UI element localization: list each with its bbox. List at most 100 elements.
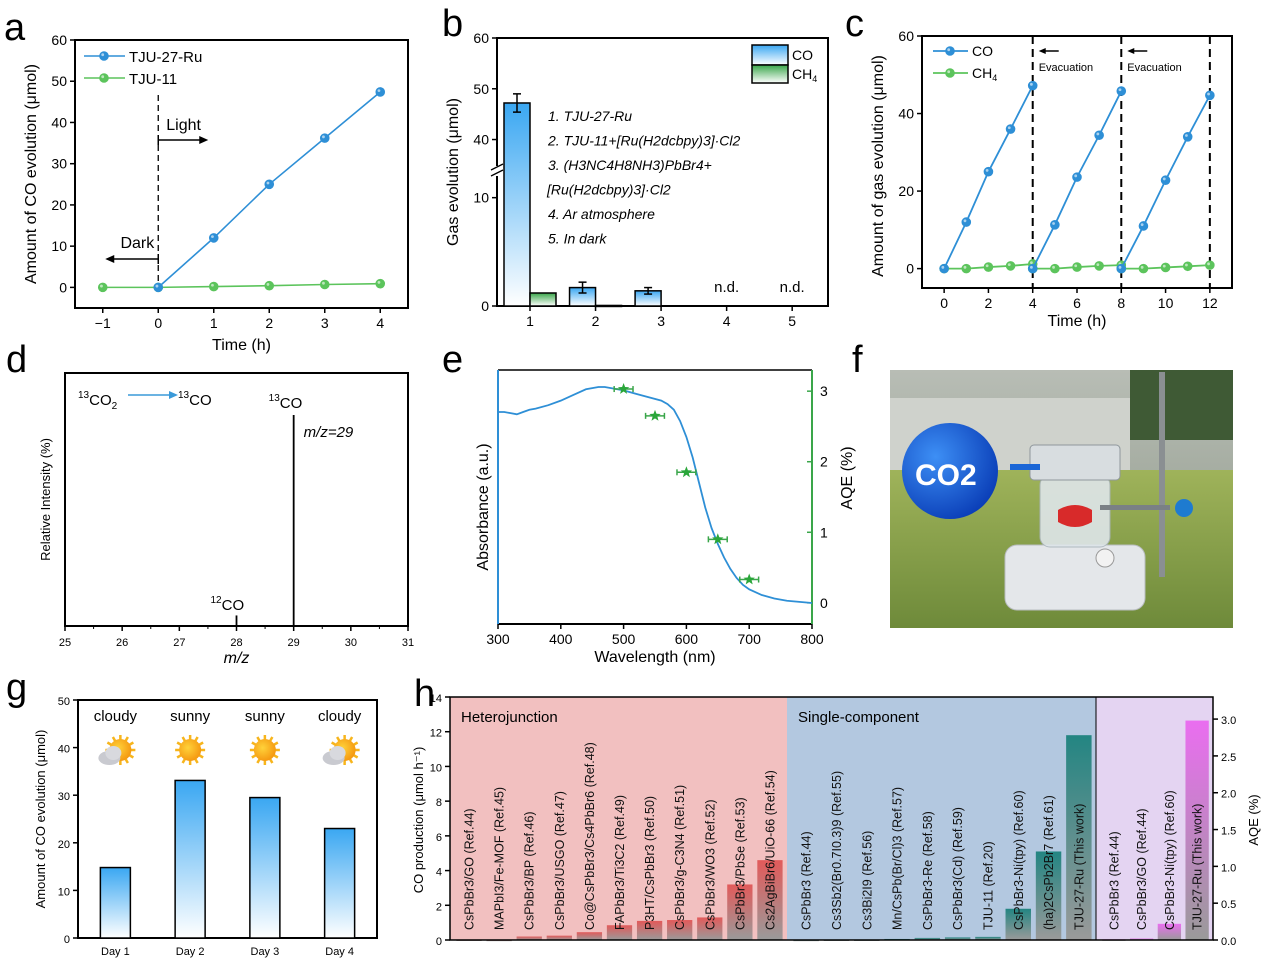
- co2-balloon-label: CO2: [915, 459, 977, 492]
- x-tick-label: 30: [345, 637, 357, 649]
- panel-label-e: e: [442, 339, 463, 381]
- data-point-highlight: [1207, 262, 1210, 266]
- x-tick-label: 12: [1202, 295, 1218, 311]
- data-point-highlight: [941, 265, 945, 269]
- subscript: 2: [112, 401, 118, 412]
- x-axis-label: Time (h): [212, 337, 271, 354]
- bar-co-production: [727, 884, 753, 940]
- bar-category-label: FAPbBr3/Ti3C2 (Ref.49): [613, 795, 627, 930]
- data-point-co: [1116, 263, 1127, 274]
- data-point-co: [1072, 172, 1082, 182]
- y-tick-label: 4: [436, 867, 442, 879]
- weather-label: sunny: [170, 708, 211, 725]
- photo-stirrer: [1004, 544, 1146, 611]
- bar-category-label: P3HT/CsPbBr3 (Ref.50): [643, 796, 657, 930]
- legend-marker: [945, 68, 955, 78]
- y-tick-label: 50: [58, 696, 70, 708]
- photo-stand-rod: [1159, 372, 1165, 577]
- data-point-co: [1027, 263, 1038, 274]
- x-tick-label: 800: [800, 631, 824, 647]
- bar-co-production: [636, 920, 663, 940]
- x-tick-label: Day 3: [251, 946, 280, 958]
- data-point-tju-27-ru: [319, 133, 330, 143]
- condition-line: 4. Ar atmosphere: [548, 206, 655, 222]
- panel-label-f: f: [852, 339, 863, 381]
- x-tick-label: Day 1: [101, 946, 130, 958]
- data-point-highlight: [985, 264, 989, 268]
- aqe-star-point: [680, 466, 693, 478]
- axes-frame: [449, 696, 1214, 941]
- y-tick-label: 40: [898, 106, 914, 122]
- legend-swatch-ch4: [751, 64, 789, 84]
- annotation-light: Light: [166, 117, 201, 134]
- weather-label: sunny: [245, 708, 286, 725]
- condition-line: [Ru(H2dcbpy)3]·Cl2: [546, 182, 671, 198]
- axis-break-mark: [490, 163, 504, 171]
- y-tick-label: 10: [51, 238, 67, 254]
- data-point-highlight: [211, 283, 214, 287]
- y-tick-label: 60: [473, 30, 489, 46]
- bar-co-production: [546, 935, 572, 940]
- bar-category-label: CsPbBr3/GO (Ref.44): [1135, 808, 1149, 930]
- bar-category-label: CsPbBr3/WO3 (Ref.52): [703, 799, 717, 930]
- sun-icon: [179, 739, 202, 761]
- panel-label-a: a: [4, 7, 26, 49]
- y-tick-label: 20: [58, 839, 70, 851]
- co2-balloon: [902, 423, 998, 519]
- bar-category-label: (ha)2CsPb2Br7 (Ref.61): [1042, 795, 1056, 930]
- data-point-tju-11: [208, 281, 219, 292]
- cloud-icon: [329, 746, 346, 760]
- bar-aqe: [1157, 923, 1182, 940]
- data-point-highlight: [1096, 263, 1100, 267]
- data-point-highlight: [963, 219, 967, 223]
- x-tick-label: 3: [657, 313, 665, 329]
- weather-label: cloudy: [318, 708, 362, 725]
- data-point-highlight: [1162, 177, 1166, 181]
- bar-category-label: CsPbBr3 (Ref.44): [1107, 831, 1121, 930]
- x-tick-label: 8: [1117, 295, 1125, 311]
- y-tick-label: 20: [898, 183, 914, 199]
- bar-category-label: TJU-27-Ru (This work): [1072, 804, 1086, 930]
- x-tick-label: 31: [402, 637, 414, 649]
- label-text: CO: [89, 392, 112, 409]
- bar-category-label: CsPbBr3(Cd) (Ref.59): [951, 807, 965, 930]
- data-point-highlight: [377, 280, 381, 284]
- data-point-co: [1027, 80, 1038, 91]
- data-point-highlight: [1185, 134, 1188, 137]
- legend-marker-tju-11: [99, 73, 109, 83]
- bar-category-label: CsPbBr3-Ni(tpy) (Ref.60): [1012, 790, 1026, 930]
- cloud-icon: [105, 746, 122, 760]
- data-point-highlight: [1074, 264, 1078, 268]
- evacuation-arrowhead: [1127, 48, 1135, 54]
- superscript: 13: [78, 390, 90, 401]
- label-text: CO: [280, 395, 303, 412]
- photo-balloon-tube: [1010, 464, 1040, 470]
- bar-aqe: [1185, 720, 1209, 940]
- data-point-tju-27-ru: [264, 179, 275, 190]
- data-point-highlight: [322, 281, 325, 285]
- bar-co-production: [576, 932, 603, 940]
- x-tick-label: 0: [940, 295, 948, 311]
- legend-label: CH4: [972, 65, 997, 83]
- y-tick-label: 1.0: [1221, 862, 1236, 874]
- bar-day: [99, 866, 132, 939]
- data-point-highlight: [1030, 265, 1033, 269]
- y-axis-label-right: AQE (%): [839, 446, 856, 509]
- chart-c: 0 2 4 6 8 10 12 0 20 40 60 Time (h) Amount of gas ev…: [870, 28, 1233, 330]
- series-line-tju-11: [102, 282, 381, 289]
- x-tick-label: 4: [376, 315, 384, 331]
- photo-reactor-lid: [1029, 444, 1121, 481]
- y-tick-label: 2: [436, 901, 442, 913]
- y-tick-label: 12: [430, 728, 442, 740]
- bar-co-production: [1066, 735, 1092, 940]
- bar-category-label: Co@CsPbBr3/Cs4PbBr6 (Ref.48): [583, 742, 597, 930]
- y-tick-label-right: 3: [820, 383, 828, 399]
- y-tick-label: 1.5: [1221, 826, 1236, 838]
- legend-label: CO: [972, 43, 993, 59]
- label-text: CO: [189, 392, 212, 409]
- bar-category-label: MAPbI3/Fe-MOF (Ref.45): [493, 787, 507, 930]
- y-axis-label-right: AQE (%): [1246, 794, 1261, 845]
- bar-category-label: Cs3Bi2I9 (Ref.56): [860, 831, 874, 930]
- data-point-highlight: [947, 48, 951, 52]
